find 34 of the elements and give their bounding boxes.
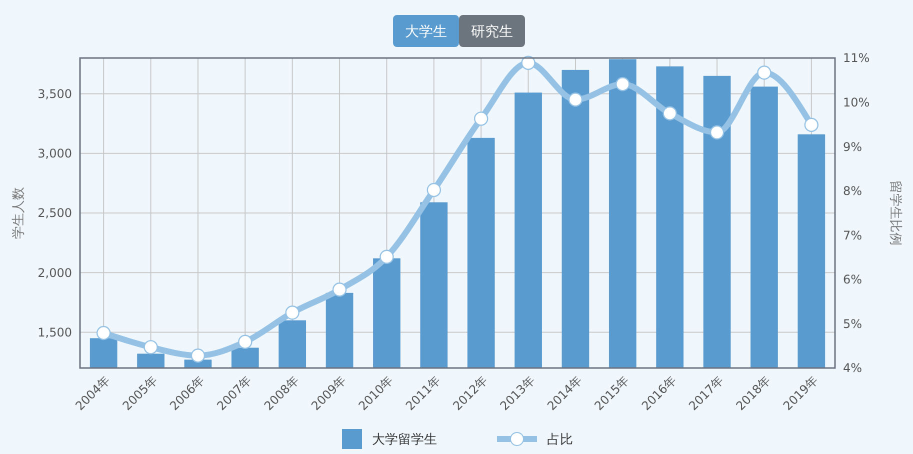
y2-tick-label: 8% <box>843 184 862 198</box>
point <box>662 106 677 120</box>
point <box>190 348 206 363</box>
y2-tick-label: 4% <box>843 361 862 376</box>
y-axis-title: 学生人数 <box>12 187 27 239</box>
y2-tick-label: 6% <box>843 272 862 287</box>
point <box>96 326 111 340</box>
point <box>521 56 536 70</box>
y2-tick-label: 11% <box>843 51 870 66</box>
y-tick-label: 1,500 <box>38 325 72 340</box>
point <box>285 306 300 320</box>
point <box>474 112 488 126</box>
y2-tick-label: 5% <box>843 316 862 331</box>
point <box>332 282 347 297</box>
y-tick-label: 3,500 <box>38 86 72 101</box>
point <box>804 118 819 132</box>
legend-label: 大学留学生 <box>372 432 437 448</box>
y2-tick-label: 9% <box>843 140 862 154</box>
point <box>710 125 724 140</box>
tab-buttons: 大学生 研究生 <box>393 15 525 47</box>
y2-axis-title: 留学生比例 <box>887 180 902 246</box>
point <box>144 340 158 354</box>
point <box>568 92 583 107</box>
point <box>380 250 394 264</box>
point <box>757 66 772 80</box>
legend-label: 占比 <box>547 432 573 448</box>
point <box>238 334 252 349</box>
y-tick-label: 2,500 <box>38 206 72 220</box>
y-tick-label: 3,000 <box>38 146 72 161</box>
y2-tick-label: 7% <box>843 228 862 242</box>
point <box>616 77 630 92</box>
point <box>426 182 442 198</box>
y2-tick-label: 10% <box>843 95 870 110</box>
y-tick-label: 2,000 <box>38 266 72 280</box>
